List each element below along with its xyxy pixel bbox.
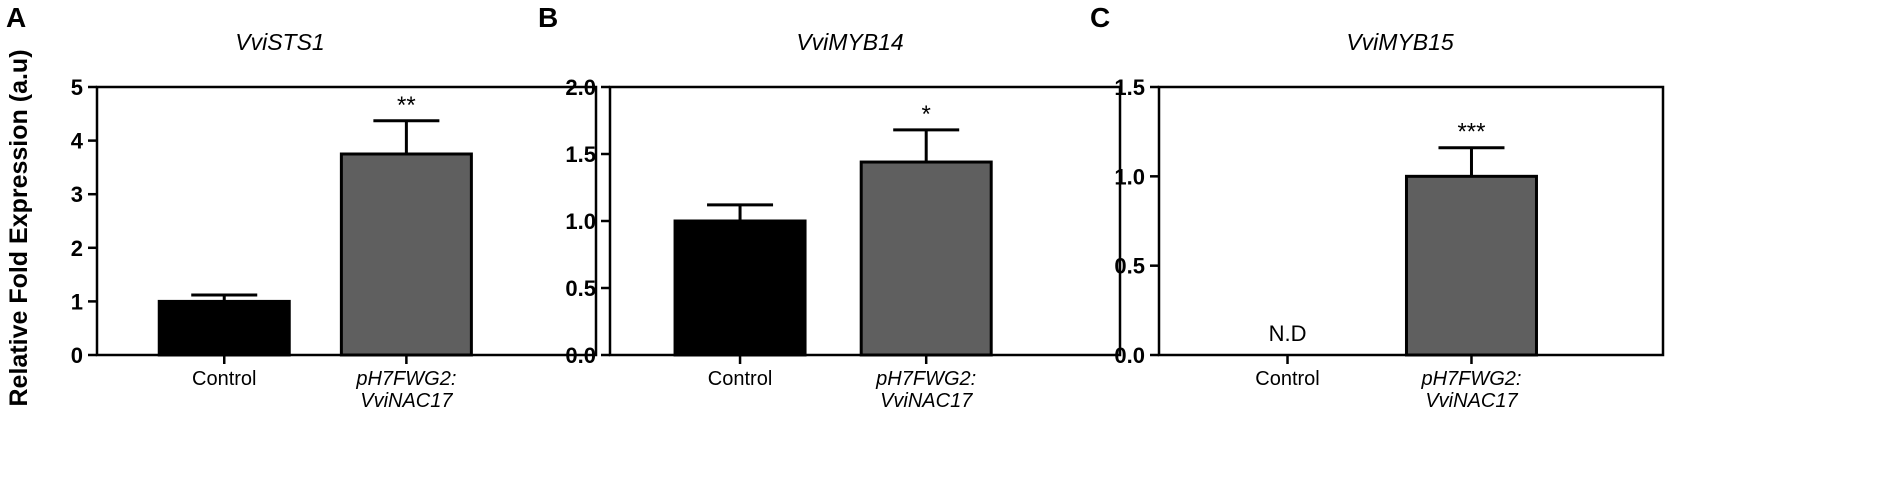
panel-letter-B: B [538,2,558,33]
panel-title-B: VviMYB14 [796,29,903,55]
panel-title-A: VviSTS1 [235,29,324,55]
significance-B-1: * [922,101,931,128]
y-axis-label: Relative Fold Expression (a.u) [5,49,33,406]
category-label-A-0: Control [192,368,256,390]
y-tick-label-A-3: 3 [71,182,83,207]
category-label-B-1: pH7FWG2: VviNAC17 [875,368,976,412]
panel-letter-A: A [6,2,26,33]
significance-C-1: *** [1457,119,1485,146]
y-tick-label-A-5: 5 [71,75,83,100]
y-tick-label-A-0: 0 [71,343,83,368]
y-tick-label-B-1: 0.5 [565,276,596,301]
bar-B-1 [859,160,993,357]
y-tick-label-C-2: 1.0 [1114,164,1145,189]
panel-letter-C: C [1090,2,1110,33]
category-label-C-0: Control [1255,368,1319,390]
y-tick-label-A-4: 4 [71,129,84,154]
plot-frame-C [1157,85,1665,357]
y-tick-label-B-4: 2.0 [565,75,596,100]
category-label-C-1: pH7FWG2: VviNAC17 [1420,368,1521,412]
category-label-B-0: Control [708,368,772,390]
y-tick-label-A-1: 1 [71,289,83,314]
category-label-A-1: pH7FWG2: VviNAC17 [355,368,456,412]
y-tick-label-A-2: 2 [71,236,83,261]
bar-B-0 [673,219,807,357]
y-tick-label-B-3: 1.5 [565,142,596,167]
annotation-C-0: N.D [1269,321,1307,346]
y-tick-label-C-3: 1.5 [1114,75,1145,100]
panel-title-C: VviMYB15 [1346,29,1454,55]
y-tick-label-C-0: 0.0 [1114,343,1145,368]
y-tick-label-B-0: 0.0 [565,343,596,368]
y-tick-label-B-2: 1.0 [565,209,596,234]
bar-C-1 [1404,174,1538,357]
bar-A-1 [339,152,473,357]
y-tick-label-C-1: 0.5 [1114,254,1145,279]
significance-A-1: ** [397,92,416,119]
bar-A-0 [157,299,291,357]
plot-frame-A [95,85,598,357]
